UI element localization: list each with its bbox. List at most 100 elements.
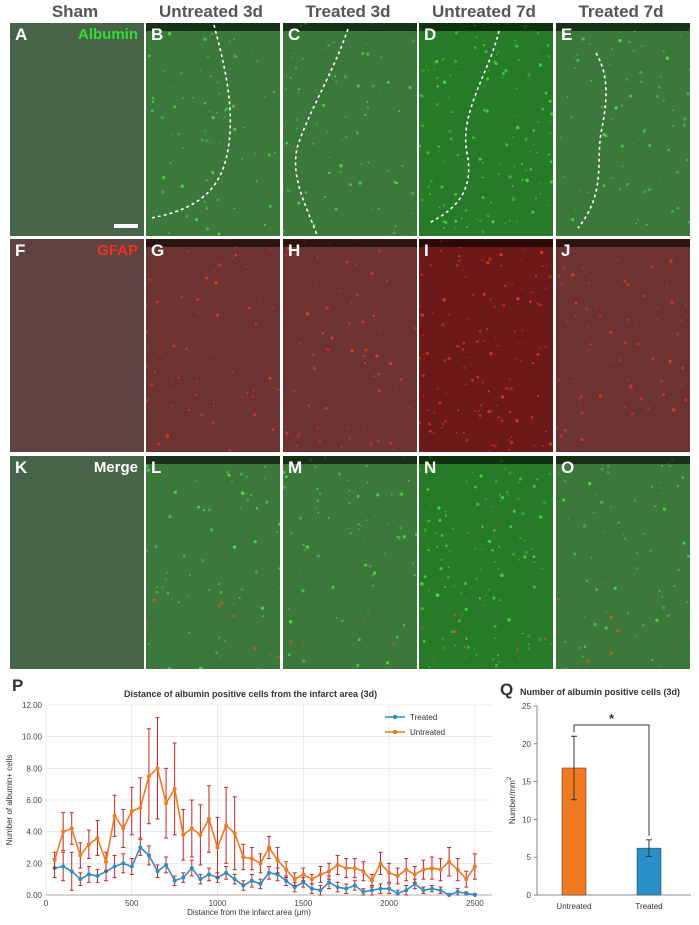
y-tick-label: 4.00 [26,828,42,837]
column-header-untreated-7d: Untreated 7d [432,2,536,21]
series-line-untreated [53,766,476,883]
micrograph-image [146,239,280,452]
data-point [164,801,169,806]
data-point [395,874,400,878]
data-point [369,878,374,883]
micrograph-image [283,456,417,669]
y-tick-label: 20 [522,740,531,749]
panel-letter: L [151,458,162,477]
data-point [112,864,117,869]
data-point [344,886,349,891]
y-tick-label: 10 [522,815,531,824]
panel-letter: I [424,241,429,260]
data-point [241,883,246,888]
data-point [104,859,109,864]
data-point [121,826,126,831]
data-point [206,872,211,877]
data-point [112,813,117,818]
micrograph-image [146,23,280,236]
data-point [189,826,194,831]
data-point [69,826,74,831]
micrograph-image [146,456,280,669]
data-point [249,878,254,883]
data-point [215,845,220,850]
data-point [95,874,100,878]
data-point [155,869,160,874]
micrograph-image [419,239,553,452]
panel-letter: M [288,458,303,477]
data-point [284,878,289,883]
micrograph-image [419,456,553,669]
data-point [421,888,426,893]
data-point [121,861,126,866]
micrograph-panel: B [146,23,280,236]
micrograph-panel: E [556,23,690,236]
stain-label: Merge [93,459,138,476]
panel-letter: N [424,458,437,477]
y-tick-label: 0.00 [26,891,42,900]
micrograph-panel: O [556,456,690,669]
data-point [455,889,460,894]
data-point [438,888,443,893]
data-point [387,870,392,875]
data-point [327,880,332,885]
data-point [78,853,83,858]
data-point [224,870,229,875]
stain-label: GFAP [97,242,138,259]
data-point [335,885,340,890]
panel-letter: J [561,241,571,260]
data-point [198,877,203,882]
micrograph-panel: H [283,239,417,452]
significance-star: * [609,711,615,726]
data-point [309,886,314,891]
panel-letter: K [15,458,28,477]
x-axis-label: Distance from the infarct area (μm) [187,908,311,917]
data-point [181,875,186,880]
micrograph-panel: N [419,456,553,669]
y-tick-label: 15 [522,778,531,787]
data-point [335,862,340,867]
panel-letter: E [561,25,573,44]
y-tick-label: 5 [527,853,532,862]
data-point [464,877,469,882]
data-point [464,891,469,896]
data-point [267,845,271,850]
data-point [138,845,143,850]
micrograph-image [556,23,690,236]
y-tick-label: 2.00 [26,859,42,868]
panel-letter: D [424,25,437,44]
data-point [421,867,426,872]
data-point [86,872,91,877]
column-header-sham: Sham [51,2,99,21]
data-point [361,869,366,874]
data-point [447,859,452,864]
data-point [387,886,392,891]
x-tick-label: 500 [125,899,139,908]
chart-p-title: Distance of albumin positive cells from … [124,689,378,699]
y-axis-label: Number/mm2 [507,776,517,824]
y-tick-label: 0 [527,891,532,900]
micrograph-panel: A Albumin [10,23,144,236]
data-point [129,809,134,814]
legend-swatch-marker [392,729,398,735]
micrograph-image [10,239,144,452]
micrograph-panel: I [419,239,553,452]
panel-letter: G [151,241,165,260]
x-category-label: Treated [635,902,662,911]
data-point [61,864,66,869]
micrograph-image [10,456,144,669]
data-point [172,786,177,791]
column-header-untreated-3d: Untreated 3d [159,2,263,21]
panel-letter: F [15,241,26,260]
micrograph-panel: L [146,456,280,669]
data-point [198,832,203,837]
column-header-treated-7d: Treated 7d [578,2,664,21]
data-point [318,872,323,877]
panel-label-p: P [12,676,24,695]
data-point [206,817,211,821]
data-point [189,866,194,871]
x-category-label: Untreated [556,902,591,911]
data-point [327,869,332,874]
data-point [146,774,151,779]
data-point [232,877,237,882]
